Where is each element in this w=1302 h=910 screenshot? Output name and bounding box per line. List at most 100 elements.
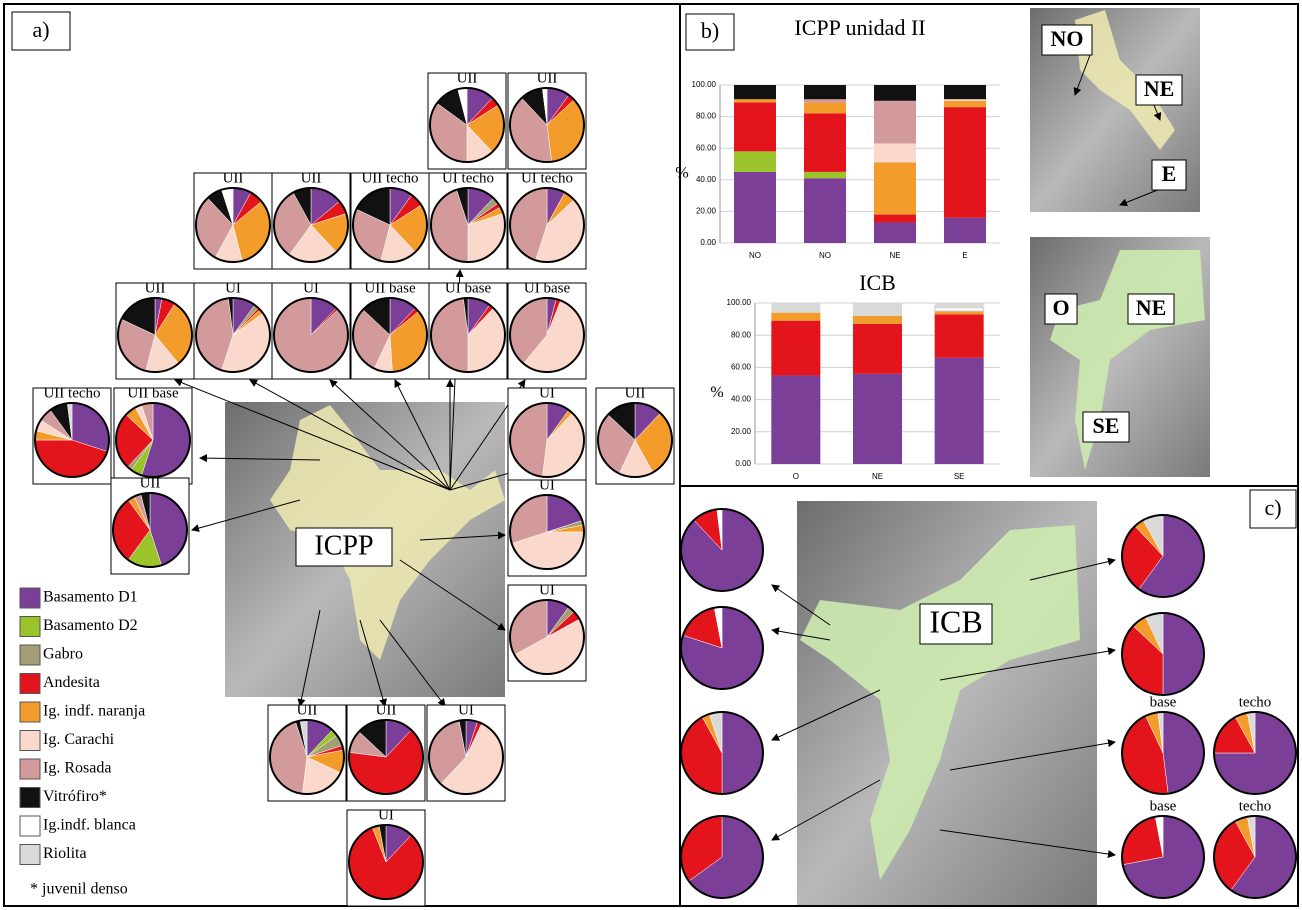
pie-label: UII base [364, 280, 416, 296]
pie-slice [1163, 613, 1204, 695]
bar-segment [874, 162, 916, 214]
pie-label: base [1150, 694, 1177, 710]
bar-segment [771, 375, 820, 464]
legend-swatch [20, 674, 40, 694]
bar-segment [771, 313, 820, 321]
y-tick-label: 100.00 [692, 80, 717, 89]
pie-label: UII [301, 170, 322, 186]
bar-segment [944, 101, 986, 107]
pie-label: UI base [524, 280, 571, 296]
pie-label: UI [539, 477, 555, 493]
legend-swatch [20, 731, 40, 751]
bar-segment [944, 99, 986, 101]
pie-label: UI [378, 807, 394, 823]
y-axis-label: % [710, 384, 723, 401]
bar-segment [804, 172, 846, 178]
y-tick-label: 100.00 [727, 298, 752, 307]
pie-label: UI techo [442, 170, 494, 186]
x-tick-label: SE [954, 472, 965, 481]
bar-segment [734, 85, 776, 99]
legend-label: Basamento D2 [43, 617, 138, 634]
y-tick-label: 20.00 [696, 207, 717, 216]
map-label: O [1052, 295, 1069, 320]
y-tick-label: 80.00 [731, 330, 752, 339]
y-tick-label: 40.00 [696, 175, 717, 184]
panel-label: a) [32, 17, 49, 42]
chart-title: ICB [859, 270, 896, 295]
x-tick-label: NO [749, 251, 761, 260]
bar-segment [935, 314, 984, 357]
chart-title: ICPP unidad II [794, 15, 925, 40]
bar-segment [874, 85, 916, 101]
x-tick-label: NO [819, 251, 831, 260]
y-tick-label: 60.00 [731, 363, 752, 372]
bar-segment [944, 218, 986, 243]
map-c [797, 501, 1097, 905]
pie-label: UII [145, 280, 166, 296]
x-tick-label: NE [889, 251, 900, 260]
map-label: NE [1136, 295, 1167, 320]
bar-segment [853, 316, 902, 324]
bar-segment [874, 222, 916, 243]
bar-segment [734, 172, 776, 243]
map-label: ICPP [314, 530, 373, 561]
bar-segment [804, 102, 846, 113]
legend-swatch [20, 702, 40, 722]
bar-segment [874, 101, 916, 144]
bar-segment [874, 215, 916, 223]
pie-label: UII [140, 475, 161, 491]
map-label: NO [1051, 26, 1084, 51]
pie-label: UII [457, 70, 478, 86]
legend-swatch [20, 816, 40, 836]
bar-segment [804, 113, 846, 171]
bar-segment [804, 85, 846, 99]
panel-label: b) [701, 18, 719, 43]
legend-swatch [20, 645, 40, 665]
legend-label: Gabro [43, 646, 83, 663]
pie-label: UI [539, 582, 555, 598]
pie-label: UI [225, 280, 241, 296]
legend-label: Ig. indf. naranja [43, 703, 145, 720]
legend-label: Riolita [43, 845, 87, 862]
page: a) b) c) ICPP NO NE E O NE SE ICB * juve… [0, 0, 1302, 910]
y-tick-label: 20.00 [731, 427, 752, 436]
bar-segment [853, 374, 902, 464]
pie-label: UII [537, 70, 558, 86]
y-tick-label: 80.00 [696, 112, 717, 121]
bar-segment [734, 151, 776, 172]
bar-segment [944, 107, 986, 218]
pie-label: UI [539, 385, 555, 401]
pie-label: UII [625, 385, 646, 401]
x-tick-label: O [793, 472, 799, 481]
figure: a) b) c) ICPP NO NE E O NE SE ICB * juve… [0, 0, 1302, 910]
pie-slice [722, 712, 763, 794]
legend-swatch [20, 845, 40, 865]
bar-segment [734, 102, 776, 151]
legend-swatch [20, 617, 40, 637]
pie-label: base [1150, 798, 1177, 814]
y-tick-label: 40.00 [731, 395, 752, 404]
pie-label: UII techo [43, 385, 100, 401]
bar-segment [935, 303, 984, 308]
pie-label: UII base [127, 385, 179, 401]
bar-segment [874, 143, 916, 162]
map-label: NE [1144, 76, 1175, 101]
map-label: ICB [929, 603, 982, 639]
legend-label: Ig.indf. blanca [43, 817, 136, 834]
bar-segment [771, 321, 820, 376]
pie-label: techo [1239, 798, 1271, 814]
legend-label: Ig. Carachi [43, 731, 115, 748]
bar-segment [804, 99, 846, 102]
legend-label: Andesita [43, 674, 100, 691]
x-tick-label: E [962, 251, 967, 260]
pie-label: UII techo [361, 170, 418, 186]
map-label: SE [1093, 413, 1120, 438]
panel-label: c) [1264, 495, 1281, 520]
pie-label: UII [297, 702, 318, 718]
bar-segment [771, 303, 820, 313]
y-axis-label: % [675, 165, 688, 182]
legend-label: Basamento D1 [43, 589, 138, 606]
pie-slice [1163, 712, 1204, 794]
legend-swatch [20, 588, 40, 608]
y-tick-label: 60.00 [696, 143, 717, 152]
